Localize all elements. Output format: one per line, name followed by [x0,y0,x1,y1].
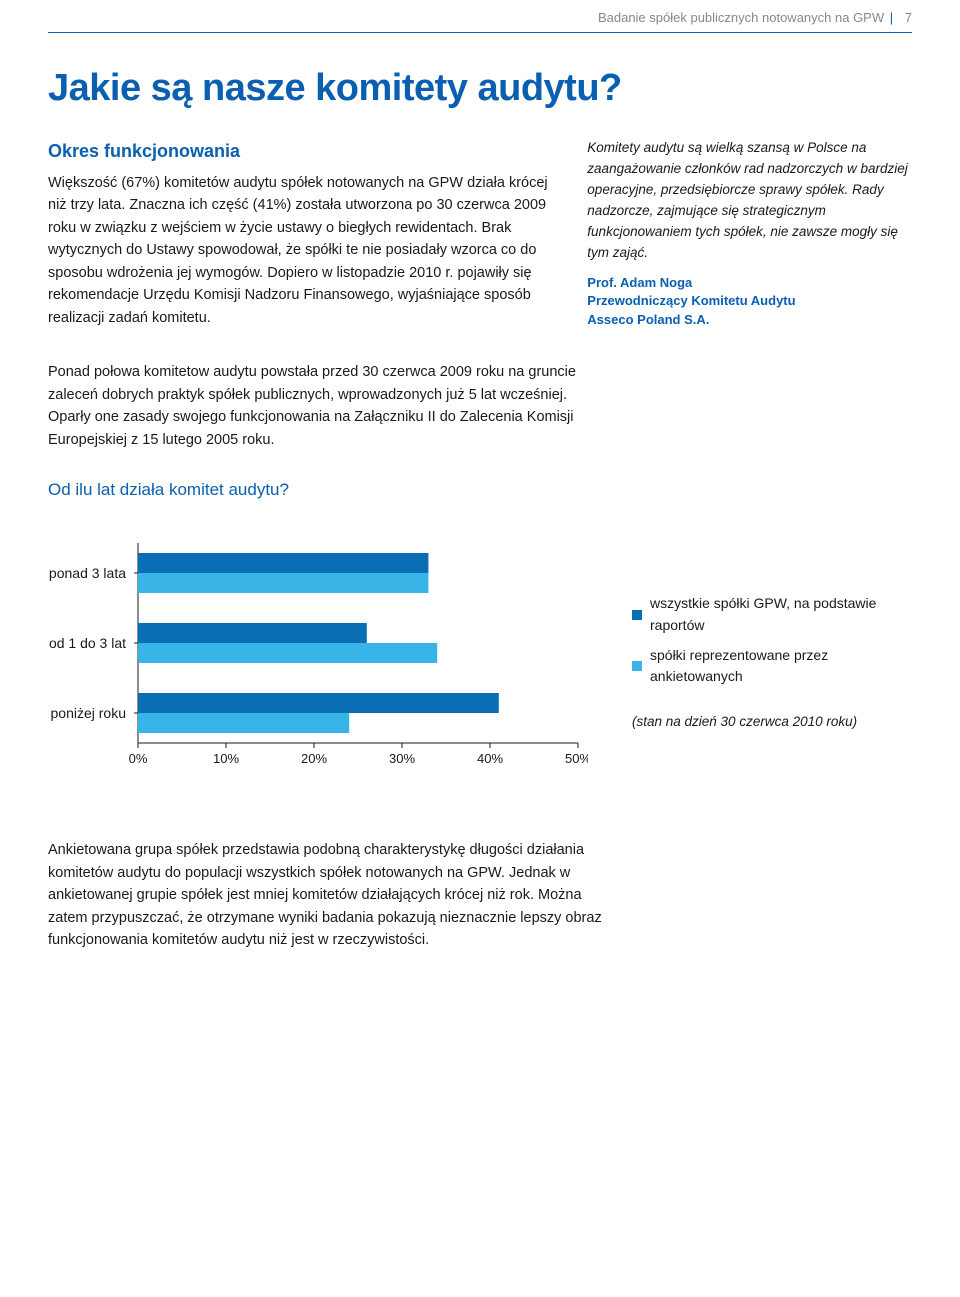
header-rule [48,32,912,33]
quote-author: Prof. Adam Noga Przewodniczący Komitetu … [587,274,912,331]
chart-title: Od ilu lat działa komitet audytu? [48,477,912,503]
chart-legend: wszystkie spółki GPW, na podstawie rapor… [632,537,912,733]
running-title: Badanie spółek publicznych notowanych na… [598,10,884,25]
author-company: Asseco Poland S.A. [587,311,912,330]
svg-text:0%: 0% [129,751,148,766]
paragraph-2: Ponad połowa komitetow audytu powstała p… [48,361,608,451]
header-divider: | [890,10,893,25]
legend-swatch [632,661,642,671]
legend-label: wszystkie spółki GPW, na podstawie rapor… [650,593,912,636]
footer-paragraph: Ankietowana grupa spółek przedstawia pod… [48,839,608,951]
pull-quote: Komitety audytu są wielką szansą w Polsc… [587,138,912,264]
author-name: Prof. Adam Noga [587,274,912,293]
page-title: Jakie są nasze komitety audytu? [48,59,912,118]
svg-text:poniżej roku: poniżej roku [51,705,127,721]
legend-label: spółki reprezentowane przez ankietowanyc… [650,645,912,688]
legend-item: spółki reprezentowane przez ankietowanyc… [632,645,912,688]
running-header: Badanie spółek publicznych notowanych na… [48,8,912,28]
legend-item: wszystkie spółki GPW, na podstawie rapor… [632,593,912,636]
author-role: Przewodniczący Komitetu Audytu [587,292,912,311]
section-heading: Okres funkcjonowania [48,138,551,166]
legend-note: (stan na dzień 30 czerwca 2010 roku) [632,712,912,733]
svg-text:30%: 30% [389,751,415,766]
page-number: 7 [905,8,912,28]
bar-chart: 0% 10% 20% 30% 40% 50% ponad 3 lata od 1 do 3 l… [48,537,588,777]
svg-text:od 1 do 3 lat: od 1 do 3 lat [49,635,126,651]
svg-text:ponad 3 lata: ponad 3 lata [49,565,126,581]
svg-text:50%: 50% [565,751,588,766]
chart-svg: 0% 10% 20% 30% 40% 50% ponad 3 lata od 1 do 3 l… [48,537,588,777]
svg-text:40%: 40% [477,751,503,766]
svg-text:20%: 20% [301,751,327,766]
legend-swatch [632,610,642,620]
svg-text:10%: 10% [213,751,239,766]
paragraph-1: Większość (67%) komitetów audytu spółek … [48,172,551,329]
